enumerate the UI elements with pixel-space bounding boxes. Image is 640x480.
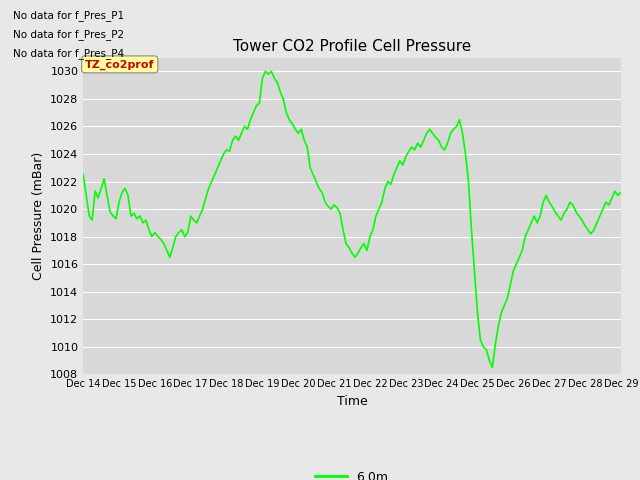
Title: Tower CO2 Profile Cell Pressure: Tower CO2 Profile Cell Pressure	[233, 39, 471, 54]
X-axis label: Time: Time	[337, 395, 367, 408]
Text: No data for f_Pres_P1: No data for f_Pres_P1	[13, 10, 124, 21]
Text: No data for f_Pres_P2: No data for f_Pres_P2	[13, 29, 124, 40]
Legend: 6.0m: 6.0m	[310, 466, 394, 480]
Y-axis label: Cell Pressure (mBar): Cell Pressure (mBar)	[31, 152, 45, 280]
Text: No data for f_Pres_P4: No data for f_Pres_P4	[13, 48, 124, 59]
Text: TZ_co2prof: TZ_co2prof	[85, 59, 154, 70]
